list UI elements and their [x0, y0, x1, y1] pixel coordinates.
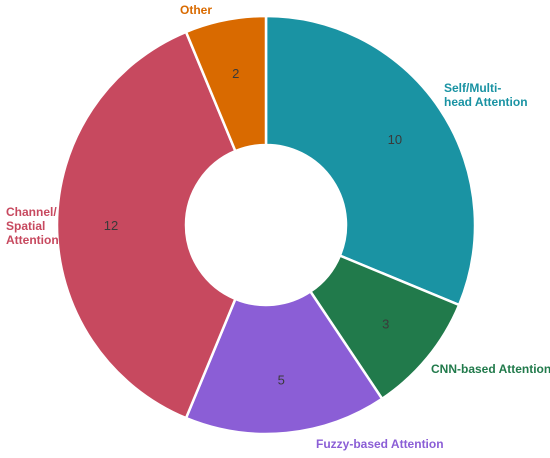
category-label-3: Channel/Spatial Attention [6, 205, 59, 247]
value-label-4: 2 [232, 66, 239, 81]
category-label-0: Self/Multi-head Attention [444, 81, 528, 109]
slices-group [55, 14, 477, 436]
value-label-3: 12 [104, 218, 118, 233]
value-label-0: 10 [388, 132, 402, 147]
value-labels-group: 10 3 5 12 2 [104, 66, 402, 387]
category-labels-group: Self/Multi-head Attention CNN-based Atten… [6, 3, 550, 451]
slice-2 [184, 289, 384, 436]
value-label-2: 5 [278, 372, 285, 387]
category-label-2: Fuzzy-based Attention [316, 437, 444, 451]
slice-3 [55, 30, 238, 420]
slice-0 [264, 14, 477, 307]
slice-4 [184, 14, 268, 153]
category-label-4: Other [180, 3, 212, 17]
value-label-1: 3 [382, 316, 389, 331]
category-label-1: CNN-based Attention [431, 362, 550, 376]
